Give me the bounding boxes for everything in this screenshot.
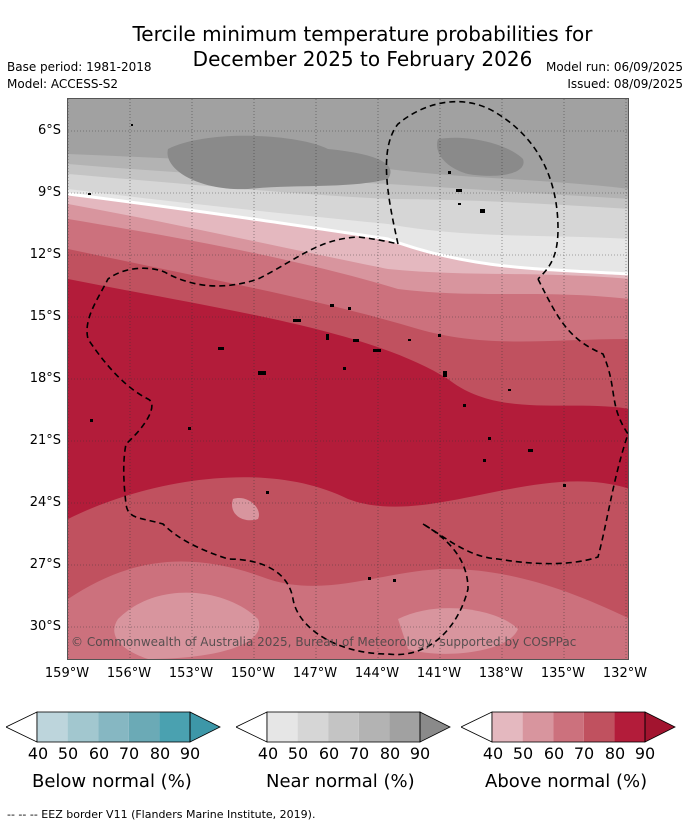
lon-label: 132°W [602,666,648,681]
legend-near-normal: 40 50 60 70 80 90 Near normal (%) [235,711,451,792]
map-canvas [68,99,628,659]
colorbar-below [5,711,221,743]
tick: 60 [543,744,565,763]
legend-below-normal: 40 50 60 70 80 90 Below normal (%) [5,711,221,792]
swatch [37,712,68,742]
tick: 50 [57,744,79,763]
lon-label: 156°W [106,666,152,681]
lat-label: 9°S [37,185,61,200]
tick: 60 [318,744,340,763]
swatch [98,712,129,742]
lon-label: 153°W [168,666,214,681]
swatch [614,712,645,742]
tick: 80 [604,744,626,763]
lat-label: 24°S [29,495,61,510]
meta-left: Base period: 1981-2018 Model: ACCESS-S2 [7,59,152,93]
eez-footnote: -- -- -- EEZ border V11 (Flanders Marine… [7,808,316,821]
colorbar-above [460,711,676,743]
tick: 40 [482,744,504,763]
lat-label: 15°S [29,309,61,324]
probability-map: © Commonwealth of Australia 2025, Bureau… [67,98,629,660]
tick: 80 [149,744,171,763]
copyright-notice: © Commonwealth of Australia 2025, Bureau… [71,635,577,649]
swatch [159,712,190,742]
tick: 90 [179,744,201,763]
swatch [67,712,99,742]
lon-label: 135°W [540,666,586,681]
lat-label: 30°S [29,619,61,634]
lon-label: 138°W [478,666,524,681]
swatch [492,712,523,742]
legend-above-label: Above normal (%) [485,771,648,792]
tick: 70 [573,744,595,763]
swatch [583,712,615,742]
colorbar-near [235,711,451,743]
tick: 90 [409,744,431,763]
meta-right: Model run: 06/09/2025 Issued: 08/09/2025 [546,59,683,93]
legend-near-label: Near normal (%) [266,771,415,792]
map-title: Tercile minimum temperature probabilitie… [0,22,690,72]
lon-label: 159°W [44,666,90,681]
lat-label: 18°S [29,371,61,386]
tick: 50 [287,744,309,763]
title-line-1: Tercile minimum temperature probabilitie… [132,22,593,46]
swatch [358,712,390,742]
patch-above-60-s [398,608,518,654]
tick: 40 [27,744,49,763]
swatch [389,712,420,742]
eez-border-east [422,278,628,565]
eez-borders [86,100,628,656]
tick: 40 [257,744,279,763]
tick: 60 [88,744,110,763]
patch-near-90-w [167,135,391,190]
swatch [328,712,359,742]
lon-label: 144°W [354,666,400,681]
tick: 70 [118,744,140,763]
graticule [68,99,628,659]
tick: 80 [379,744,401,763]
lon-label: 147°W [292,666,338,681]
lat-label: 12°S [29,247,61,262]
lon-label: 150°W [230,666,276,681]
eez-border-french-polynesia [86,236,469,656]
swatch [553,712,584,742]
lat-label: 27°S [29,557,61,572]
model-name: Model: ACCESS-S2 [7,77,119,91]
swatch [297,712,329,742]
title-line-2: December 2025 to February 2026 [192,47,533,71]
lat-label: 6°S [37,123,61,138]
tick: 50 [512,744,534,763]
tick: 90 [634,744,656,763]
tick: 70 [348,744,370,763]
eez-border-marquesas [385,100,559,280]
legend-below-label: Below normal (%) [32,771,192,792]
swatch [522,712,554,742]
lat-label: 21°S [29,433,61,448]
lon-label: 141°W [416,666,462,681]
issued-date: Issued: 08/09/2025 [567,77,683,91]
patch-above-60-sw [114,592,260,659]
base-period: Base period: 1981-2018 [7,60,152,74]
swatch [267,712,298,742]
swatch [128,712,160,742]
model-run-date: Model run: 06/09/2025 [545,60,683,74]
legend-above-normal: 40 50 60 70 80 90 Above normal (%) [460,711,677,792]
tercile-boundary [68,192,628,276]
islands [88,124,566,582]
patch-above-60-c [232,498,259,521]
